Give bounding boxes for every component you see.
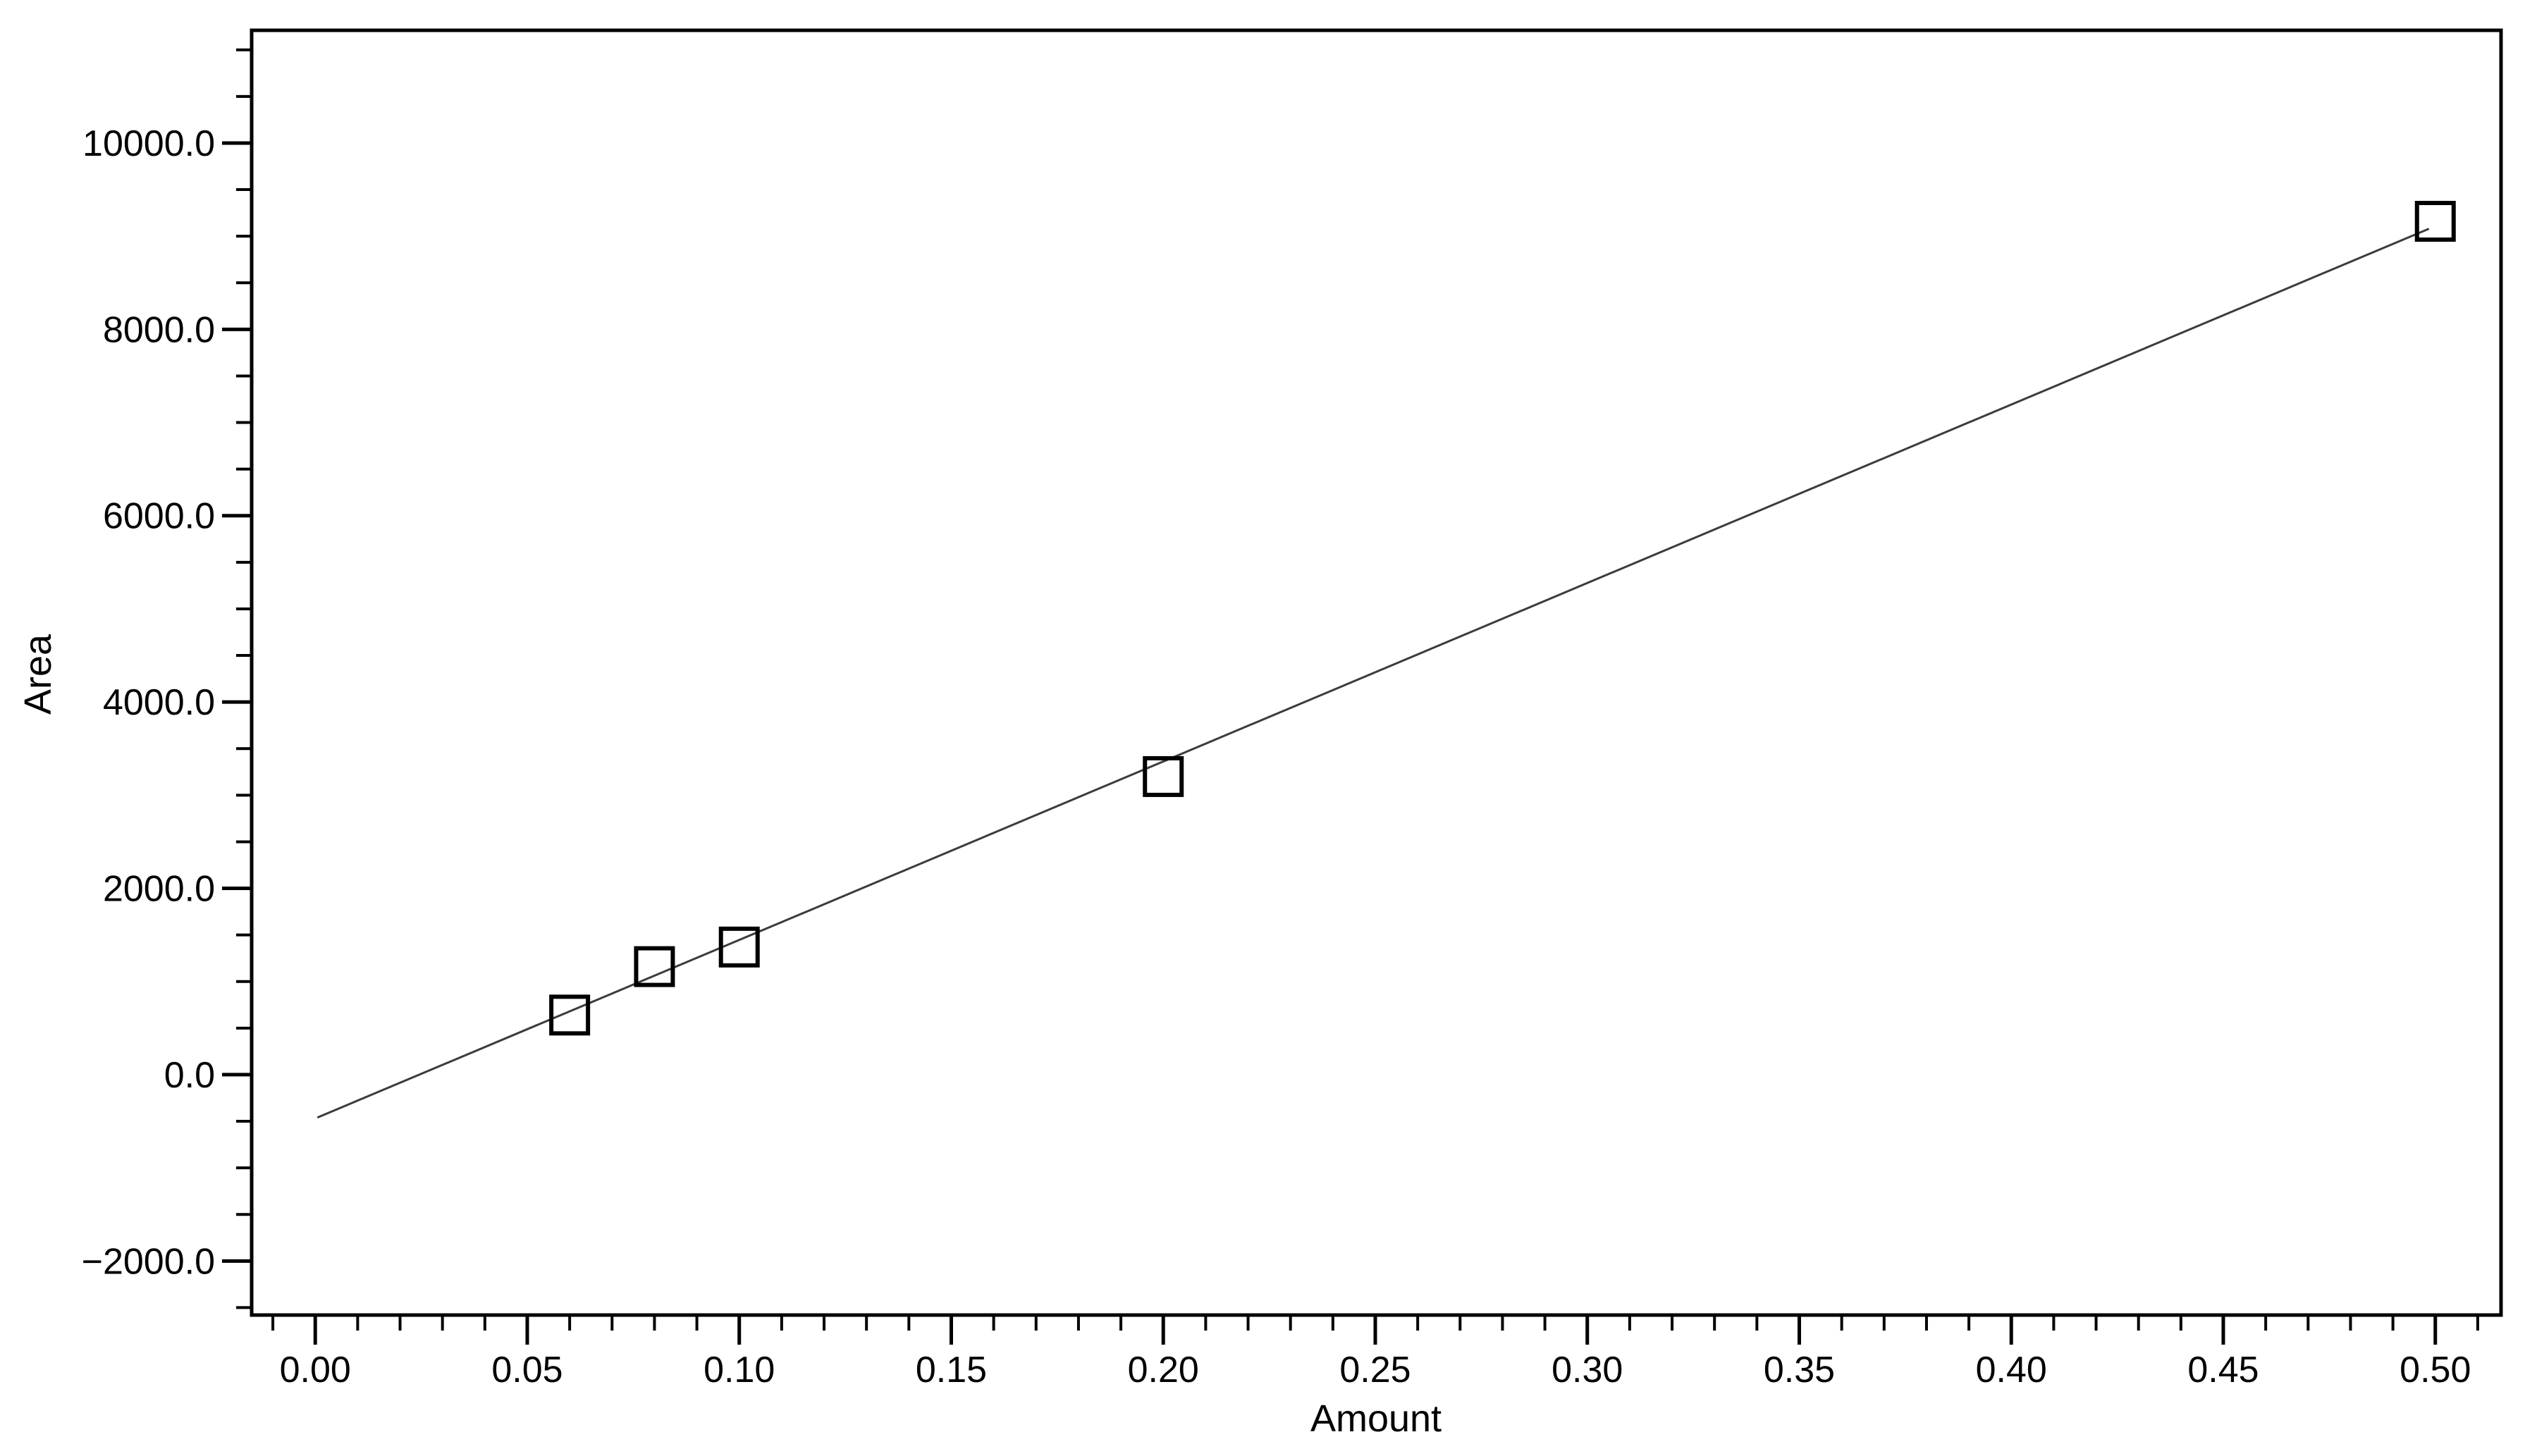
x-tick-label: 0.40	[1976, 1350, 2047, 1390]
plot-frame	[250, 28, 2503, 1317]
tick-labels-group: 0.00 0.05 0.10 0.15 0.20 0.25 0.30 0.35 0.40 0.45…	[82, 123, 2471, 1390]
y-tick-label: 4000.0	[103, 682, 215, 723]
fit-line	[317, 228, 2430, 1119]
x-tick-label: 0.00	[280, 1350, 351, 1390]
x-tick-label: 0.20	[1128, 1350, 1199, 1390]
x-tick-label: 0.15	[916, 1350, 987, 1390]
x-tick-label: 0.10	[704, 1350, 775, 1390]
y-tick-label: 10000.0	[82, 123, 215, 164]
y-tick-label: −2000.0	[82, 1241, 215, 1282]
x-tick-label: 0.50	[2400, 1350, 2471, 1390]
x-tick-label: 0.05	[491, 1350, 563, 1390]
data-point-marker	[634, 946, 675, 987]
x-tick-label: 0.25	[1339, 1350, 1411, 1390]
x-tick-label: 0.35	[1764, 1350, 1835, 1390]
data-point-marker	[718, 926, 760, 968]
y-tick-label: 0.0	[164, 1055, 215, 1096]
data-series-group	[317, 201, 2456, 1119]
major-ticks-group	[222, 141, 2438, 1345]
x-tick-label: 0.45	[2187, 1350, 2259, 1390]
y-axis-title: Area	[17, 634, 59, 715]
y-tick-label: 6000.0	[103, 496, 215, 537]
data-point-marker	[2414, 201, 2456, 242]
data-point-marker	[549, 994, 591, 1036]
x-tick-label: 0.30	[1552, 1350, 1623, 1390]
data-point-marker	[1143, 755, 1184, 797]
minor-ticks-group	[236, 48, 2479, 1331]
y-tick-label: 2000.0	[103, 869, 215, 910]
y-tick-label: 8000.0	[103, 309, 215, 350]
x-axis-title: Amount	[1310, 1398, 1442, 1440]
